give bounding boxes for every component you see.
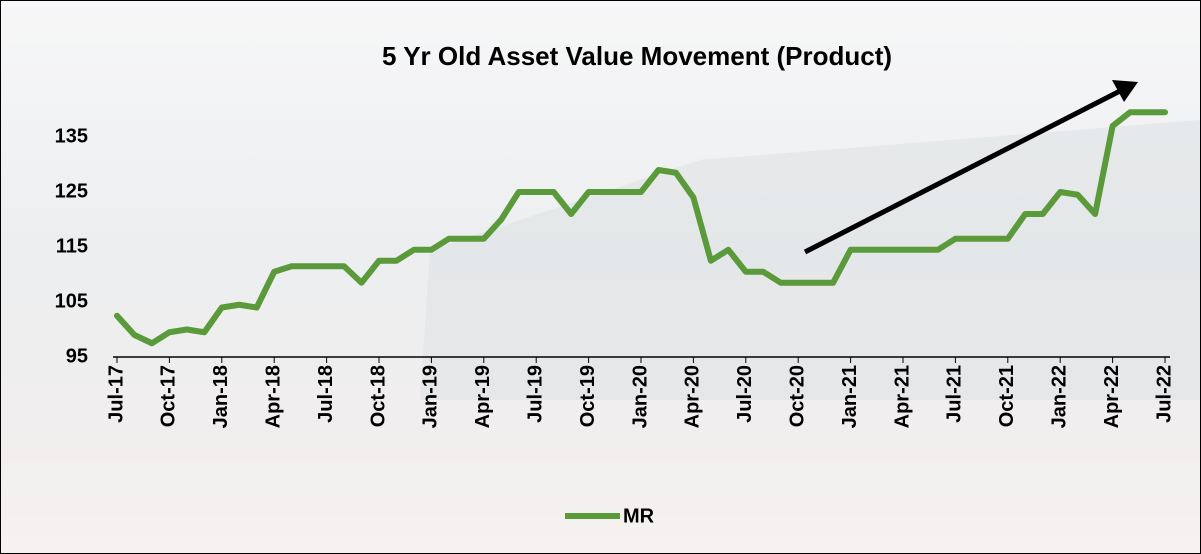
y-tick-label: 125 <box>55 180 88 202</box>
x-tick-label: Apr-22 <box>1101 365 1123 428</box>
x-tick-label: Jan-18 <box>210 365 232 428</box>
x-tick-label: Jul-18 <box>315 365 337 423</box>
x-tick-label: Apr-18 <box>262 365 284 428</box>
x-tick-label: Apr-21 <box>891 365 913 428</box>
x-tick-label: Oct-18 <box>367 365 389 427</box>
y-tick-label: 135 <box>55 125 88 147</box>
x-tick-label: Oct-19 <box>577 365 599 427</box>
x-tick-label: Jan-21 <box>839 365 861 428</box>
y-tick-label: 115 <box>56 235 88 257</box>
x-tick-label: Oct-21 <box>996 365 1018 427</box>
x-tick-label: Jan-22 <box>1048 365 1070 428</box>
x-tick-label: Apr-20 <box>682 365 704 428</box>
x-tick-label: Jul-17 <box>105 365 127 423</box>
x-tick-label: Oct-17 <box>158 365 180 427</box>
x-tick-label: Jul-20 <box>734 365 756 423</box>
x-tick-label: Apr-19 <box>472 365 494 428</box>
legend-label: MR <box>623 505 655 527</box>
x-tick-label: Jul-19 <box>524 365 546 423</box>
y-tick-label: 95 <box>66 345 88 367</box>
chart: 5 Yr Old Asset Value Movement (Product) … <box>0 0 1201 554</box>
x-tick-label: Jul-21 <box>944 365 966 423</box>
x-tick-label: Jan-19 <box>420 365 442 428</box>
y-tick-label: 105 <box>55 290 88 312</box>
x-tick-label: Oct-20 <box>786 365 808 427</box>
x-tick-label: Jan-20 <box>629 365 651 428</box>
x-tick-label: Jul-22 <box>1153 365 1175 423</box>
chart-title: 5 Yr Old Asset Value Movement (Product) <box>382 41 892 71</box>
